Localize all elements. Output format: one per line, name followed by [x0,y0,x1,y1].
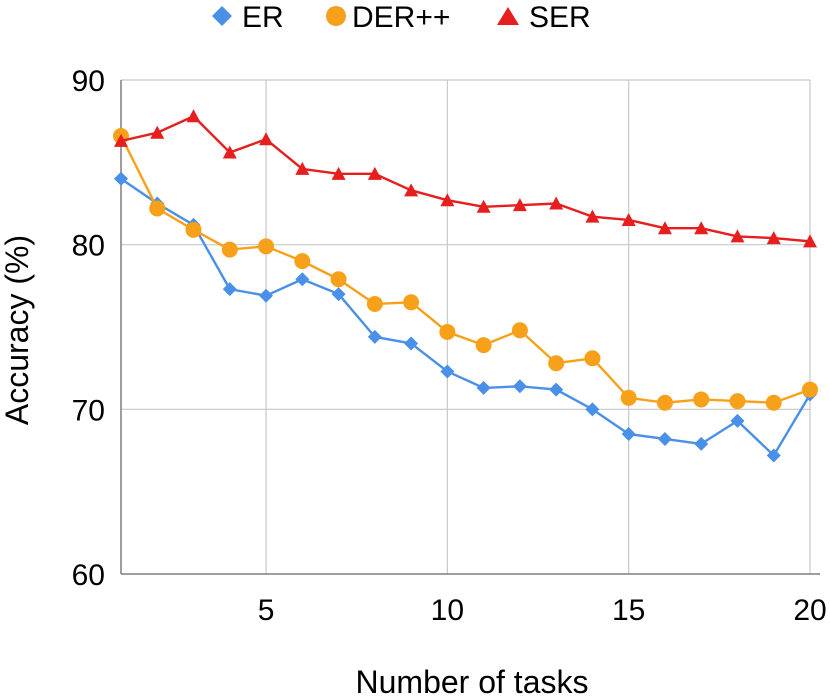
x-tick-label-10: 10 [431,594,464,627]
data-point-ser-16 [657,221,672,235]
data-point-ser-6 [295,161,310,175]
data-point-ser-5 [259,132,274,146]
data-point-er-17 [694,436,709,451]
data-point-ser-20 [803,234,817,248]
series-line-derpp [119,135,811,404]
data-point-derpp-4 [221,241,238,258]
y-tick-label-70: 70 [72,394,105,427]
x-axis-title: Number of tasks [356,664,589,699]
y-tick-label-90: 90 [72,65,105,98]
data-point-er-10 [440,364,455,379]
x-tick-label-15: 15 [612,594,645,627]
series-layer [113,109,818,463]
data-point-ser-15 [621,212,636,226]
data-point-er-8 [367,329,382,344]
data-point-derpp-3 [185,221,202,238]
data-point-derpp-9 [403,294,420,311]
data-point-er-6 [295,272,310,287]
grid-layer [121,79,811,574]
data-point-ser-14 [585,209,600,223]
data-point-ser-7 [331,166,346,180]
series-line-er [120,177,812,457]
legend-diamond-icon [212,6,232,26]
data-point-derpp-7 [330,271,347,288]
series-ser [114,109,817,248]
data-point-er-12 [512,379,527,394]
data-point-ser-1 [114,133,128,147]
tick-layer: 60 70 80 90 5 10 15 20 [72,65,827,627]
x-tick-label-20: 20 [793,594,826,627]
data-point-er-1 [114,171,128,186]
data-point-derpp-14 [584,350,601,367]
legend-triangle-icon [497,7,519,25]
data-point-ser-2 [150,125,165,139]
data-point-derpp-12 [511,322,528,339]
data-point-ser-11 [476,199,491,213]
legend: ER DER++ SER [212,1,591,34]
data-point-ser-3 [186,109,201,123]
data-point-ser-12 [512,198,527,212]
data-point-ser-9 [404,183,419,197]
data-point-er-16 [657,431,672,446]
data-point-derpp-2 [149,200,166,217]
data-point-ser-19 [766,231,781,245]
data-point-derpp-19 [765,394,782,411]
data-point-ser-10 [440,193,455,207]
legend-label-derpp: DER++ [352,1,450,34]
data-point-er-7 [331,287,346,302]
data-point-derpp-8 [366,295,383,312]
data-point-derpp-10 [439,323,456,340]
axis-layer [120,80,820,575]
data-point-er-15 [621,427,636,442]
data-point-ser-13 [549,196,564,210]
data-point-derpp-13 [548,355,565,372]
legend-item-ser: SER [497,1,591,34]
y-tick-label-80: 80 [72,230,105,263]
data-point-er-4 [222,282,237,297]
legend-label-er: ER [242,1,284,34]
data-point-er-14 [585,402,600,417]
data-point-er-9 [404,336,419,351]
series-line-ser [120,115,811,243]
data-point-derpp-6 [294,253,311,270]
y-tick-label-60: 60 [72,559,105,592]
legend-item-derpp: DER++ [326,1,450,34]
data-point-ser-18 [730,229,745,243]
legend-circle-icon [326,6,346,26]
data-point-derpp-5 [258,238,275,255]
legend-label-ser: SER [529,1,591,34]
data-point-er-13 [549,382,564,397]
data-point-er-11 [476,380,491,395]
data-point-derpp-11 [475,337,492,354]
legend-item-er: ER [212,1,284,34]
series-er [114,171,817,463]
x-tick-label-5: 5 [258,594,275,627]
data-point-derpp-15 [620,389,637,406]
data-point-er-5 [259,288,274,303]
data-point-derpp-17 [693,391,710,408]
data-point-ser-17 [694,221,709,235]
data-point-ser-8 [367,166,382,180]
data-point-derpp-16 [656,394,673,411]
data-point-derpp-18 [729,393,746,410]
series-derpp [113,127,818,411]
data-point-er-19 [766,448,781,463]
data-point-er-18 [730,413,745,428]
data-point-derpp-20 [802,381,818,398]
data-point-ser-4 [222,145,237,159]
y-axis-title: Accuracy (%) [0,235,35,425]
